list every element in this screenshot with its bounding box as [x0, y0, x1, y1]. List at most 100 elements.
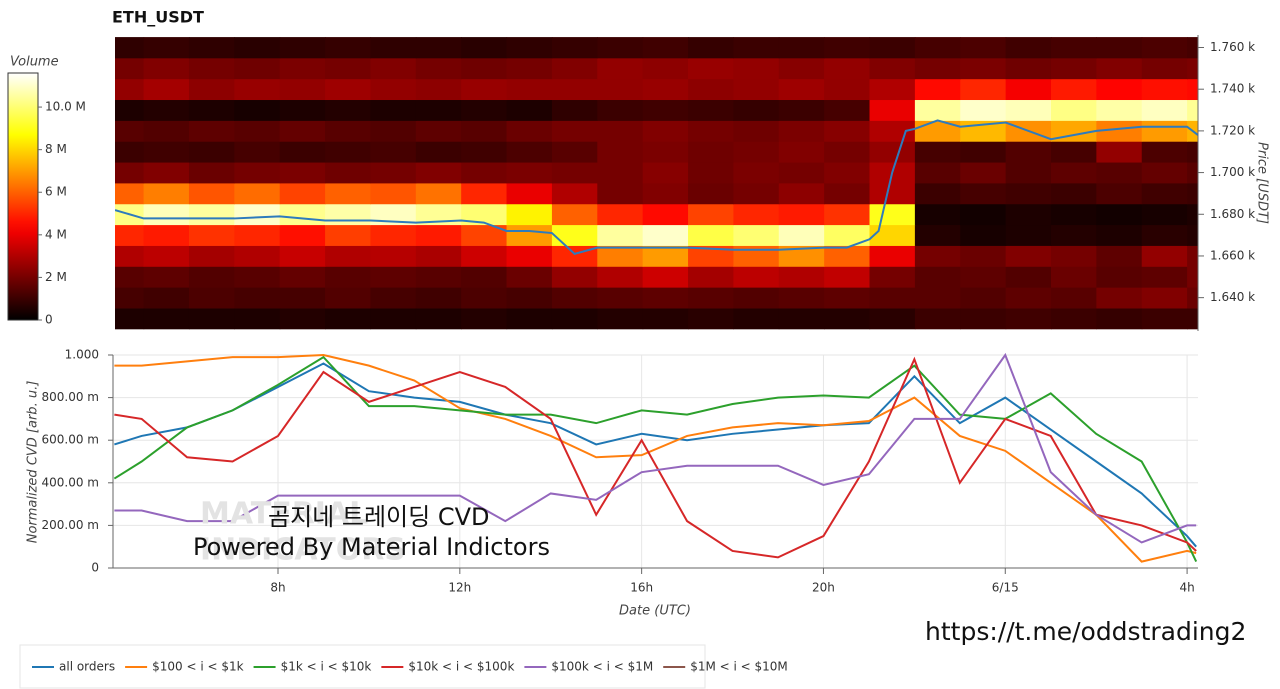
heat-cell	[234, 224, 281, 246]
heat-cell	[733, 183, 780, 205]
heat-cell	[115, 308, 145, 330]
heat-cell	[960, 183, 1007, 205]
watermark: INDICATORS	[200, 533, 406, 568]
heat-cell	[914, 287, 961, 309]
heat-cell	[188, 37, 235, 59]
heat-cell	[415, 141, 462, 163]
heat-cell	[234, 141, 281, 163]
heat-cell	[1187, 162, 1198, 184]
heat-cell	[234, 245, 281, 267]
legend-label: $1M < i < $10M	[690, 660, 788, 674]
heat-cell	[143, 57, 190, 80]
heat-cell	[642, 78, 689, 101]
heat-cell	[960, 57, 1007, 80]
heat-cell	[869, 308, 916, 330]
heat-cell	[551, 224, 598, 246]
heat-cell	[824, 266, 871, 288]
heat-cell	[733, 162, 780, 184]
y-tick-label: 1.680 k	[1210, 207, 1255, 221]
heat-cell	[415, 245, 462, 267]
heat-cell	[1187, 141, 1198, 163]
heat-cell	[1096, 266, 1143, 288]
heat-cell	[325, 57, 372, 80]
heat-cell	[115, 203, 145, 226]
heat-cell	[188, 183, 235, 205]
heat-cell	[1187, 57, 1198, 80]
heat-cell	[115, 120, 145, 142]
heat-cell	[325, 203, 372, 226]
heat-cell	[688, 224, 735, 246]
x-tick-label: 4h	[1179, 581, 1194, 595]
heat-cell	[733, 266, 780, 288]
heat-cell	[1141, 183, 1188, 205]
heat-cell	[143, 308, 190, 330]
heat-cell	[688, 120, 735, 142]
heat-cell	[597, 203, 644, 226]
heat-cell	[869, 37, 916, 59]
heat-cell	[733, 141, 780, 163]
heat-cell	[1141, 57, 1188, 80]
heat-cell	[461, 162, 508, 184]
colorbar-tick-label: 4 M	[45, 227, 67, 241]
heat-cell	[370, 308, 417, 330]
heat-cell	[415, 78, 462, 101]
chart-title: ETH_USDT	[112, 8, 204, 27]
heat-cell	[914, 203, 961, 226]
heat-cell	[1187, 287, 1198, 309]
heat-cell	[1187, 37, 1198, 59]
heat-cell	[688, 57, 735, 80]
heat-cell	[143, 183, 190, 205]
heat-cell	[733, 57, 780, 80]
heat-cell	[325, 183, 372, 205]
heat-cell	[824, 183, 871, 205]
heat-cell	[778, 287, 825, 309]
heat-cell	[733, 37, 780, 59]
heat-cell	[506, 308, 553, 330]
heat-cell	[188, 78, 235, 101]
heat-cell	[778, 266, 825, 288]
heat-cell	[1141, 99, 1188, 121]
heat-cell	[733, 120, 780, 142]
heat-cell	[415, 37, 462, 59]
y-tick-label: 1.000	[65, 348, 99, 362]
heat-cell	[1005, 308, 1052, 330]
heat-cell	[914, 245, 961, 267]
heat-cell	[824, 37, 871, 59]
heat-cell	[115, 162, 145, 184]
heat-cell	[506, 245, 553, 267]
heat-cell	[234, 57, 281, 80]
heat-cell	[824, 245, 871, 267]
heat-cell	[115, 37, 145, 59]
heat-cell	[733, 287, 780, 309]
heat-cell	[1096, 224, 1143, 246]
heat-cell	[642, 120, 689, 142]
heat-cell	[1141, 287, 1188, 309]
heat-cell	[551, 183, 598, 205]
y-tick-label: 1.640 k	[1210, 290, 1255, 304]
heat-cell	[778, 141, 825, 163]
heat-cell	[778, 162, 825, 184]
heat-cell	[1141, 141, 1188, 163]
heat-cell	[461, 120, 508, 142]
annotation: 곰지네 트레이딩 CVD	[268, 503, 489, 531]
y-tick-label: 600.00 m	[42, 433, 100, 447]
heat-cell	[115, 78, 145, 101]
heat-cell	[234, 162, 281, 184]
heat-cell	[688, 99, 735, 121]
heat-cell	[778, 99, 825, 121]
heat-cell	[914, 183, 961, 205]
heat-cell	[597, 141, 644, 163]
x-tick-label: 12h	[448, 581, 471, 595]
heat-cell	[642, 162, 689, 184]
heat-cell	[642, 99, 689, 121]
heatmap	[115, 37, 1198, 330]
heat-cell	[551, 37, 598, 59]
heat-cell	[370, 287, 417, 309]
series-line	[114, 353, 1197, 563]
heat-cell	[1050, 266, 1097, 288]
heat-cell	[551, 203, 598, 226]
heat-cell	[1050, 245, 1097, 267]
heat-cell	[143, 120, 190, 142]
heat-cell	[1050, 37, 1097, 59]
